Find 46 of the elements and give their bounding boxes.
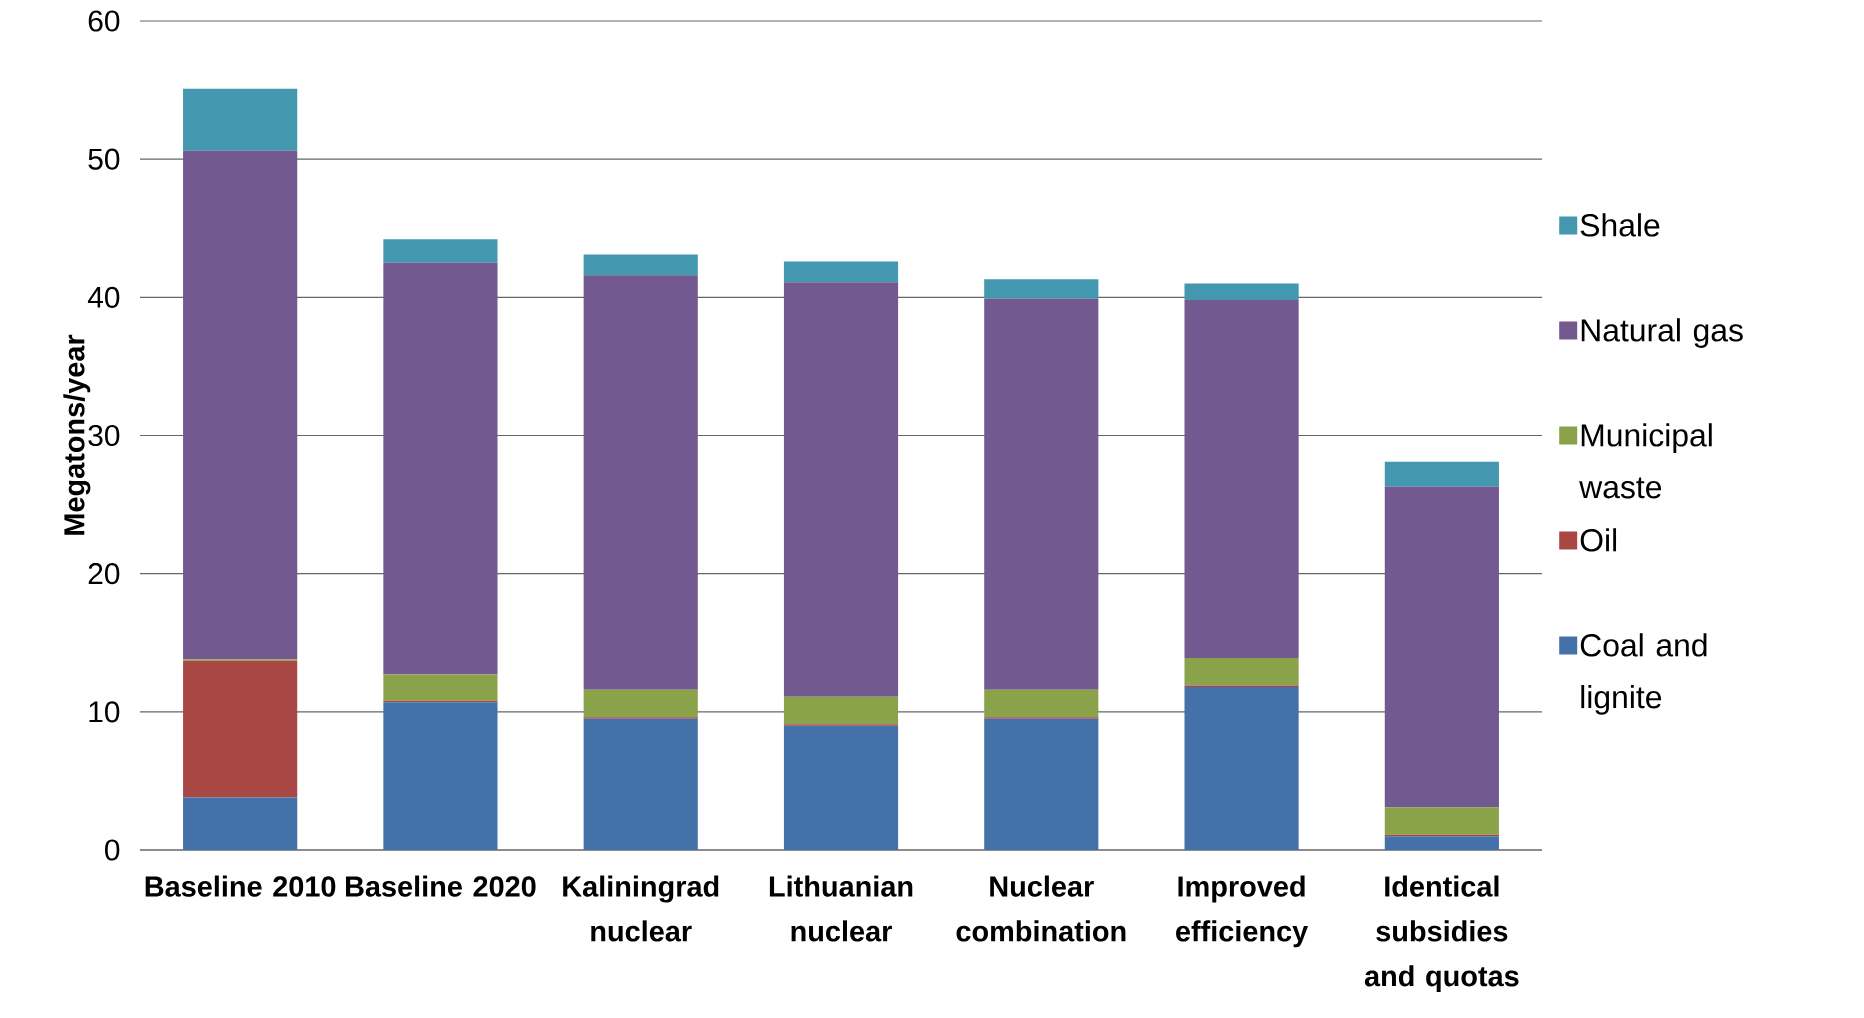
bar — [583, 275, 698, 690]
y-tick-label: 50 — [88, 148, 120, 170]
legend-label: Natural gas — [1581, 318, 1743, 348]
bar — [1384, 807, 1499, 835]
bar — [783, 725, 899, 850]
x-tick-label: Improved efficiency — [1176, 875, 1309, 948]
x-tick-label: Kaliningrad nuclear — [563, 875, 719, 942]
bar — [183, 150, 298, 660]
bar — [783, 282, 899, 697]
bar — [583, 254, 698, 276]
y-tick-label: 0 — [105, 839, 120, 861]
bar — [1384, 461, 1499, 487]
bar — [583, 718, 698, 850]
bar — [984, 279, 1099, 299]
x-tick-label: Baseline 2020 — [346, 875, 536, 897]
x-tick-label: Baseline 2010 — [145, 875, 336, 897]
bar — [783, 261, 899, 283]
bar — [383, 674, 498, 701]
bar — [1184, 657, 1299, 686]
bar — [1184, 686, 1299, 850]
bar — [183, 797, 298, 850]
x-tick-label: Identical subsidies and quotas — [1364, 875, 1519, 993]
y-tick-label: 60 — [88, 10, 120, 32]
legend-label: Oil — [1580, 528, 1617, 552]
bar — [984, 298, 1099, 690]
bar — [183, 660, 298, 798]
bar — [1384, 836, 1499, 850]
bar — [1384, 486, 1499, 808]
bar — [1184, 300, 1299, 658]
x-tick-label: Nuclear combination — [956, 875, 1126, 942]
y-tick-label: 40 — [87, 286, 120, 308]
y-tick-label: 10 — [89, 701, 120, 723]
x-tick-label: Lithuanian nuclear — [769, 875, 913, 942]
bar — [583, 689, 698, 718]
bar — [183, 88, 298, 151]
bar — [783, 696, 899, 725]
bar — [383, 702, 498, 850]
legend-label: Municipal waste — [1579, 423, 1712, 499]
y-tick-label: 20 — [88, 563, 120, 585]
bar — [984, 689, 1099, 718]
bar — [1184, 283, 1299, 301]
legend-label: Shale — [1580, 213, 1660, 237]
bar — [984, 718, 1099, 850]
bar — [383, 239, 498, 263]
legend-label: Coal and lignite — [1580, 633, 1707, 715]
bar — [383, 262, 498, 675]
